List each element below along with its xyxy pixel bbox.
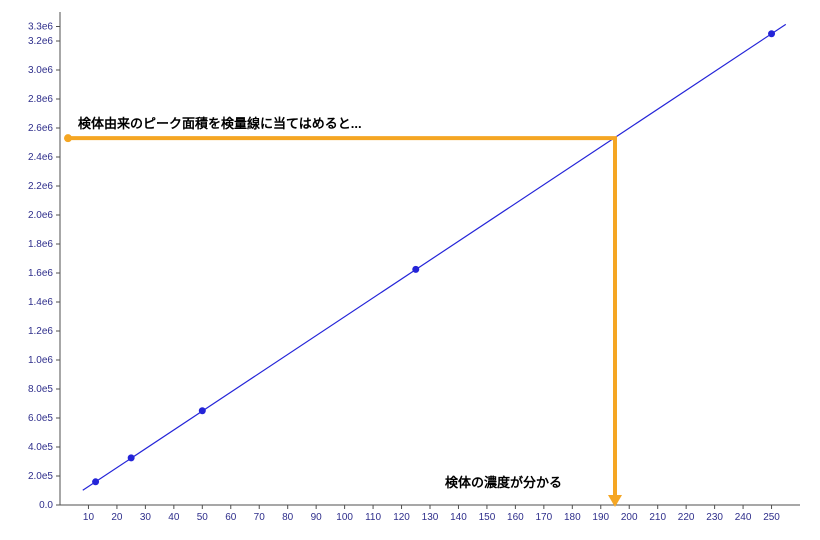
x-tick-label: 120 — [393, 512, 410, 523]
x-tick-label: 180 — [564, 512, 581, 523]
x-tick-label: 210 — [649, 512, 666, 523]
x-tick-label: 230 — [706, 512, 723, 523]
y-tick-label: 3.2e6 — [28, 36, 53, 47]
x-tick-label: 80 — [282, 512, 294, 523]
y-tick-label: 2.4e6 — [28, 152, 53, 163]
data-point — [128, 454, 135, 461]
x-tick-label: 220 — [678, 512, 695, 523]
x-tick-label: 20 — [111, 512, 123, 523]
x-tick-label: 100 — [336, 512, 353, 523]
y-tick-label: 2.0e5 — [28, 471, 53, 482]
y-tick-label: 8.0e5 — [28, 384, 53, 395]
x-tick-label: 170 — [536, 512, 553, 523]
y-tick-label: 2.6e6 — [28, 123, 53, 134]
x-tick-label: 50 — [197, 512, 209, 523]
x-tick-label: 30 — [140, 512, 152, 523]
annotation-horizontal: 検体由来のピーク面積を検量線に当てはめると... — [78, 116, 362, 131]
data-point — [199, 407, 206, 414]
y-tick-label: 1.6e6 — [28, 268, 53, 279]
y-tick-label: 3.3e6 — [28, 22, 53, 33]
x-tick-label: 70 — [254, 512, 266, 523]
chart-svg: 0.0 2.0e5 4.0e5 6.0e5 8.0e5 1.0e6 1.2e6 1.4e6 1.… — [0, 0, 820, 540]
x-tick-label: 200 — [621, 512, 638, 523]
data-point — [92, 478, 99, 485]
y-tick-label: 1.2e6 — [28, 326, 53, 337]
y-tick-label: 1.8e6 — [28, 239, 53, 250]
y-tick-label: 2.2e6 — [28, 181, 53, 192]
x-tick-label: 240 — [735, 512, 752, 523]
y-tick-label: 0.0 — [39, 500, 53, 511]
x-tick-label: 190 — [592, 512, 609, 523]
x-tick-label: 10 — [83, 512, 95, 523]
x-tick-label: 60 — [225, 512, 237, 523]
y-tick-label: 2.8e6 — [28, 94, 53, 105]
calibration-curve-chart: 0.0 2.0e5 4.0e5 6.0e5 8.0e5 1.0e6 1.2e6 1.4e6 1.… — [0, 0, 820, 540]
y-tick-label: 6.0e5 — [28, 413, 53, 424]
calibration-line — [83, 24, 786, 490]
x-tick-label: 130 — [422, 512, 439, 523]
x-tick-label: 40 — [168, 512, 180, 523]
annotation-vertical: 検体の濃度が分かる — [445, 475, 562, 490]
x-tick-label: 160 — [507, 512, 524, 523]
x-tick-label: 150 — [479, 512, 496, 523]
y-tick-label: 3.0e6 — [28, 65, 53, 76]
data-point — [768, 30, 775, 37]
x-tick-label: 140 — [450, 512, 467, 523]
data-point — [412, 266, 419, 273]
y-tick-label: 2.0e6 — [28, 210, 53, 221]
y-tick-label: 1.0e6 — [28, 355, 53, 366]
x-tick-label: 250 — [763, 512, 780, 523]
y-tick-label: 1.4e6 — [28, 297, 53, 308]
x-tick-label: 110 — [365, 512, 381, 523]
x-tick-label: 90 — [311, 512, 323, 523]
y-tick-label: 4.0e5 — [28, 442, 53, 453]
